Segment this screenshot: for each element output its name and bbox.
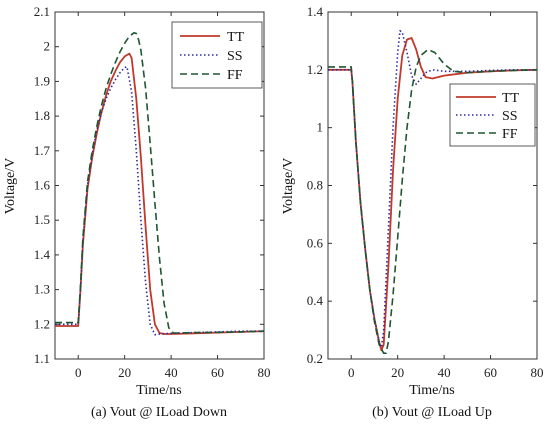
y-tick-label-a: 1.8 (34, 108, 50, 123)
y-tick-label-a: 1.7 (34, 143, 51, 158)
y-axis-label-a: Voltage/V (3, 158, 18, 215)
legend-label-a-tt: TT (227, 30, 245, 45)
x-tick-label-b: 60 (484, 365, 497, 380)
y-tick-label-a: 2 (44, 39, 51, 54)
y-tick-label-a: 2.1 (34, 4, 50, 19)
chart-panel-a: 1.1 1.2 1.3 1.4 1.5 1.6 1.7 1.8 1.9 2 2.1 0 20 40 60 8… (3, 4, 271, 420)
y-tick-label-a: 1.4 (34, 247, 51, 262)
y-tick-label-b: 1.2 (307, 62, 323, 77)
x-axis-b: 0 20 40 60 80 (348, 12, 544, 380)
x-tick-label-b: 0 (348, 365, 355, 380)
x-axis-label-b: Time/ns (409, 383, 454, 398)
y-axis-a: 1.1 1.2 1.3 1.4 1.5 1.6 1.7 1.8 1.9 2 2.1 (34, 4, 264, 366)
x-axis-label-a: Time/ns (136, 383, 181, 398)
series-line-a-ss (55, 66, 264, 336)
caption-a: (a) Vout @ ILoad Down (91, 405, 227, 420)
legend-b: TT SS FF (449, 83, 536, 147)
series-line-a-ff (55, 31, 265, 334)
x-tick-label-b: 80 (531, 365, 544, 380)
y-tick-label-b: 0.6 (307, 235, 324, 250)
y-axis-b: 0.2 0.4 0.6 0.8 1 1.2 1.4 (307, 4, 537, 366)
y-tick-label-a: 1.1 (34, 351, 50, 366)
x-tick-label-a: 40 (165, 365, 178, 380)
y-tick-label-b: 0.4 (307, 293, 324, 308)
y-tick-label-b: 1 (317, 120, 324, 135)
series-lines-a (55, 31, 265, 336)
y-tick-label-b: 0.2 (307, 351, 323, 366)
legend-a: TT SS FF (171, 21, 263, 89)
caption-b: (b) Vout @ ILoad Up (372, 405, 492, 420)
legend-label-a-ff: FF (227, 68, 243, 83)
legend-label-b-tt: TT (502, 91, 520, 106)
legend-label-b-ff: FF (502, 127, 518, 142)
series-line-b-ff (328, 48, 538, 355)
y-tick-label-a: 1.9 (34, 73, 50, 88)
x-tick-label-a: 80 (258, 365, 271, 380)
x-tick-label-b: 40 (438, 365, 451, 380)
y-tick-label-b: 1.4 (307, 4, 324, 19)
y-tick-label-b: 0.8 (307, 178, 323, 193)
y-tick-label-a: 1.5 (34, 212, 50, 227)
y-tick-label-a: 1.3 (34, 282, 50, 297)
x-axis-a: 0 20 40 60 80 (75, 12, 271, 380)
series-line-b-ss (328, 29, 537, 349)
y-tick-label-a: 1.2 (34, 316, 50, 331)
x-tick-label-a: 0 (75, 365, 82, 380)
x-tick-label-b: 20 (391, 365, 404, 380)
y-tick-label-a: 1.6 (34, 178, 51, 193)
series-lines-b (328, 29, 538, 355)
x-tick-label-a: 60 (211, 365, 224, 380)
x-tick-label-a: 20 (118, 365, 131, 380)
chart-panel-b: 0.2 0.4 0.6 0.8 1 1.2 1.4 0 20 40 60 80 Time/ns Vo… (281, 4, 544, 420)
y-axis-label-b: Voltage/V (281, 158, 296, 215)
legend-label-b-ss: SS (502, 109, 518, 124)
legend-label-a-ss: SS (227, 49, 243, 64)
